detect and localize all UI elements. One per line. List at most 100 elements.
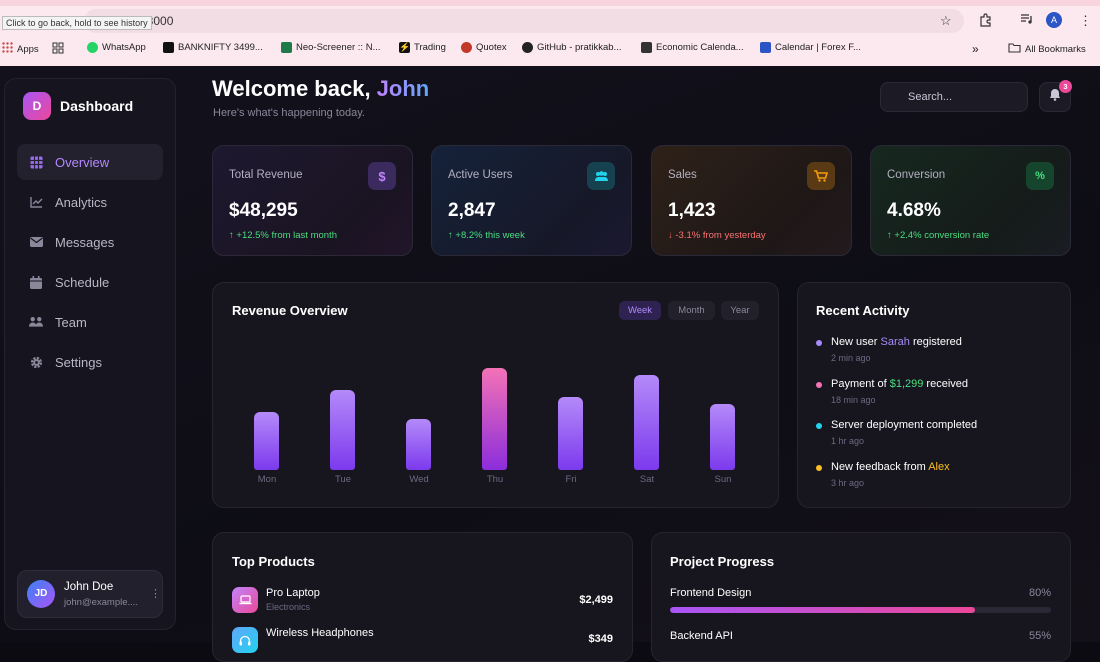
stat-label: Conversion <box>887 169 946 181</box>
notification-count-badge: 3 <box>1059 80 1072 93</box>
sidebar-item-overview[interactable]: Overview <box>17 144 163 180</box>
notifications-button[interactable] <box>1039 82 1071 112</box>
bookmark-forex-calendar[interactable]: Calendar | Forex F... <box>760 42 861 53</box>
bar-mon[interactable] <box>254 412 279 470</box>
sidebar-item-messages[interactable]: Messages <box>17 224 163 260</box>
stat-change-text: -3.1% from yesterday <box>675 230 766 241</box>
sidebar-item-label: Team <box>55 314 87 330</box>
project-name: Frontend Design <box>670 587 752 599</box>
stat-change: ↑ +2.4% conversion rate <box>887 230 989 241</box>
activity-text-pre: Payment of <box>831 378 890 390</box>
activity-text-post: registered <box>909 336 962 348</box>
sidebar-item-team[interactable]: Team <box>17 304 163 340</box>
bar-sat[interactable] <box>634 375 659 470</box>
activity-dot <box>816 465 822 471</box>
activity-text: New feedback from Alex <box>831 461 950 473</box>
sidebar-item-analytics[interactable]: Analytics <box>17 184 163 220</box>
activity-time: 3 hr ago <box>831 478 865 488</box>
activity-panel <box>797 282 1071 508</box>
app-title: Dashboard <box>60 98 134 114</box>
apps-grid-icon <box>2 42 13 56</box>
more-bookmarks[interactable]: » <box>972 42 979 56</box>
bar-sun[interactable] <box>710 404 735 470</box>
activity-text: Server deployment completed <box>831 419 978 431</box>
bookmark-github[interactable]: GitHub - pratikkab... <box>522 42 621 53</box>
tab-week[interactable]: Week <box>619 301 661 320</box>
stat-card-total-revenue: Total Revenue $48,295 ↑ +12.5% from last… <box>212 145 413 256</box>
project-name: Backend API <box>670 630 733 642</box>
product-name: Pro Laptop <box>266 587 320 599</box>
stat-change-text: +12.5% from last month <box>236 230 337 241</box>
sidebar-item-settings[interactable]: Settings <box>17 344 163 380</box>
bar-fri[interactable] <box>558 397 583 470</box>
folder-icon <box>1008 42 1021 56</box>
user-profile-card[interactable]: JD John Doe john@example.... ⋮ <box>17 570 163 618</box>
bar-tue[interactable] <box>330 390 355 470</box>
profile-avatar[interactable]: A <box>1046 12 1062 28</box>
star-icon[interactable]: ☆ <box>940 13 952 28</box>
stat-change: ↑ +12.5% from last month <box>229 230 337 241</box>
bar-label-mon: Mon <box>257 474 277 485</box>
activity-text: New user Sarah registered <box>831 336 962 348</box>
stat-value: $48,295 <box>229 200 298 221</box>
sidebar-item-schedule[interactable]: Schedule <box>17 264 163 300</box>
bookmark-neo-screener[interactable]: Neo-Screener :: N... <box>281 42 380 53</box>
screener-icon <box>281 42 292 53</box>
bookmark-label: Quotex <box>476 42 507 53</box>
tab-groups-icon[interactable] <box>52 42 64 54</box>
more-options-icon[interactable]: ⋮ <box>150 588 161 600</box>
bookmark-apps[interactable]: Apps <box>2 42 39 56</box>
user-name: John Doe <box>64 581 114 593</box>
activity-highlight: Alex <box>928 461 950 473</box>
stat-card-sales: Sales 1,423 ↓ -3.1% from yesterday <box>651 145 852 256</box>
welcome-text: Welcome back, <box>212 76 377 101</box>
media-icon[interactable] <box>1020 13 1034 28</box>
arrow-up-icon: ↑ <box>229 230 237 241</box>
dollar-icon: $ <box>368 162 396 190</box>
product-price: $349 <box>588 633 613 645</box>
product-price: $2,499 <box>579 594 613 606</box>
bookmark-label: Apps <box>17 43 39 55</box>
tab-month[interactable]: Month <box>668 301 715 320</box>
bookmark-trading[interactable]: ⚡ Trading <box>399 42 446 53</box>
cart-icon <box>807 162 835 190</box>
bar-label-thu: Thu <box>486 474 504 485</box>
tab-strip <box>0 0 1100 6</box>
search-input[interactable]: Search... <box>880 82 1028 112</box>
bookmark-label: Calendar | Forex F... <box>775 42 861 53</box>
stat-card-conversion: Conversion 4.68% ↑ +2.4% conversion rate… <box>870 145 1071 256</box>
progress-track <box>670 607 1051 613</box>
bookmark-whatsapp[interactable]: WhatsApp <box>87 42 146 53</box>
bar-wed[interactable] <box>406 419 431 470</box>
bar-label-fri: Fri <box>565 474 577 485</box>
stat-value: 1,423 <box>668 200 716 221</box>
bookmark-banknifty[interactable]: BANKNIFTY 3499... <box>163 42 263 53</box>
users-icon <box>29 315 43 329</box>
project-percent: 80% <box>1028 587 1051 599</box>
product-name: Wireless Headphones <box>266 627 374 639</box>
sidebar-item-label: Messages <box>55 234 115 250</box>
dashboard-app: D Dashboard Overview Analytics Messages … <box>0 66 1100 662</box>
menu-icon[interactable]: ⋮ <box>1079 13 1092 28</box>
address-bar[interactable] <box>84 9 964 33</box>
stat-change-text: +2.4% conversion rate <box>894 230 990 241</box>
extensions-icon[interactable] <box>979 13 993 30</box>
activity-highlight: Sarah <box>880 336 910 348</box>
calendar-icon <box>29 275 43 289</box>
bar-thu[interactable] <box>482 368 507 470</box>
all-bookmarks-label: All Bookmarks <box>1025 43 1086 55</box>
back-tooltip: Click to go back, hold to see history <box>2 16 152 30</box>
bookmark-label: Economic Calenda... <box>656 42 744 53</box>
bookmark-economic-calendar[interactable]: Economic Calenda... <box>641 42 744 53</box>
user-email: john@example.... <box>64 597 139 608</box>
tradingview-icon <box>163 42 174 53</box>
revenue-title: Revenue Overview <box>232 303 348 318</box>
bookmark-label: Neo-Screener :: N... <box>296 42 381 53</box>
tab-year[interactable]: Year <box>721 301 759 320</box>
bookmark-quotex[interactable]: Quotex <box>461 42 507 53</box>
users-icon <box>587 162 615 190</box>
stat-change-text: +8.2% this week <box>455 230 525 241</box>
all-bookmarks[interactable]: All Bookmarks <box>1008 42 1086 56</box>
percent-icon: % <box>1026 162 1054 190</box>
bell-icon <box>1049 88 1061 106</box>
